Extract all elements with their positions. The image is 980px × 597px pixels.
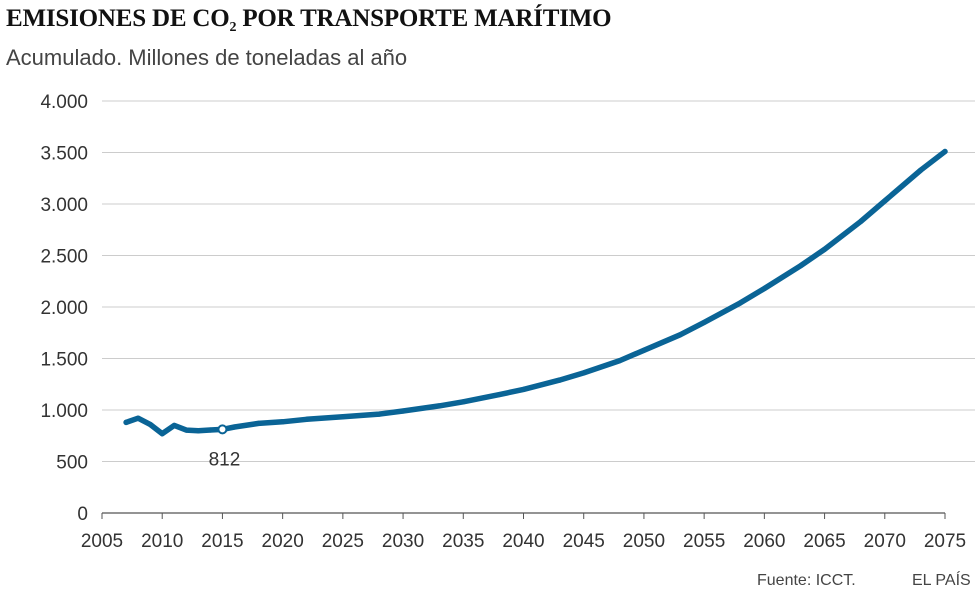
data-point	[677, 332, 683, 338]
title-rest: POR TRANSPORTE MARÍTIMO	[236, 5, 612, 32]
brand-credit: EL PAÍS	[912, 572, 971, 589]
data-point	[797, 263, 804, 269]
data-point	[147, 421, 153, 428]
data-point	[436, 403, 442, 409]
x-tick-label: 2005	[81, 531, 123, 552]
x-tick-label: 2065	[803, 531, 845, 552]
data-point	[496, 391, 503, 398]
title-subscript: 2	[229, 20, 237, 35]
data-point	[882, 198, 888, 204]
x-tick-label: 2025	[322, 531, 364, 552]
y-tick-label: 2.000	[40, 298, 88, 319]
annotation-layer: 812	[209, 424, 241, 470]
data-point	[207, 427, 213, 433]
x-axis: 2005 2010 2015 2020 2025 2030 2035 2040 2045 2050…	[81, 512, 966, 552]
data-point	[340, 414, 346, 420]
annotation-marker	[217, 424, 228, 435]
data-point	[123, 419, 129, 425]
series-layer	[123, 148, 948, 437]
x-tick-label: 2015	[201, 531, 243, 552]
series-line-0	[123, 148, 948, 437]
data-point	[376, 411, 382, 417]
x-tick-label: 2070	[864, 531, 906, 552]
data-point	[135, 415, 141, 421]
x-tick-label: 2030	[382, 531, 424, 552]
chart-subtitle: Acumulado. Millones de toneladas al año	[6, 45, 408, 70]
x-tick-label: 2075	[924, 531, 966, 552]
x-tick-label: 2050	[623, 531, 665, 552]
y-tick-label: 3.500	[40, 144, 88, 165]
y-tick-label: 1.500	[40, 350, 88, 371]
data-point	[159, 431, 165, 437]
data-point	[231, 424, 238, 430]
data-point	[520, 386, 527, 392]
y-tick-label: 0	[77, 504, 88, 525]
x-tick-label: 2020	[262, 531, 304, 552]
data-point	[761, 285, 767, 292]
title-main: EMISIONES DE CO	[6, 5, 230, 32]
data-point	[918, 167, 924, 173]
data-point	[581, 370, 587, 376]
y-tick-label: 2.500	[40, 247, 88, 268]
data-point	[617, 357, 623, 364]
source-note: Fuente: ICCT.	[757, 572, 856, 589]
data-point	[858, 218, 864, 225]
data-point	[641, 347, 647, 353]
x-tick-label: 2060	[743, 531, 785, 552]
x-tick-label: 2045	[563, 531, 605, 552]
data-point	[304, 416, 310, 422]
x-tick-label: 2010	[141, 531, 183, 552]
data-point	[737, 300, 743, 306]
y-axis-tick-labels: 0 500 1.000 1.500 2.000 2.500 3.000 3.500 4.000	[40, 92, 88, 525]
x-tick-label: 2055	[683, 531, 725, 552]
data-point	[280, 419, 286, 425]
data-point	[701, 319, 707, 326]
data-point	[557, 377, 563, 383]
data-point	[171, 422, 177, 429]
annotation-label: 812	[209, 449, 241, 470]
x-tick-label: 2040	[502, 531, 544, 552]
chart-title: EMISIONES DE CO2 POR TRANSPORTE MARÍTIMO	[6, 5, 612, 36]
y-tick-label: 500	[56, 453, 88, 474]
data-point	[400, 408, 406, 414]
y-tick-label: 4.000	[40, 92, 88, 113]
grid-lines	[102, 100, 975, 462]
y-tick-label: 1.000	[40, 401, 88, 422]
data-point	[183, 427, 189, 433]
x-tick-label: 2035	[442, 531, 484, 552]
data-point	[195, 428, 201, 434]
data-point	[942, 148, 948, 155]
data-point	[460, 399, 466, 405]
data-point	[255, 420, 262, 426]
data-point	[821, 246, 828, 252]
line-chart: 05001.0001.5002.0002.5003.0003.5004.000 …	[40, 92, 975, 552]
y-tick-label: 3.000	[40, 195, 88, 216]
